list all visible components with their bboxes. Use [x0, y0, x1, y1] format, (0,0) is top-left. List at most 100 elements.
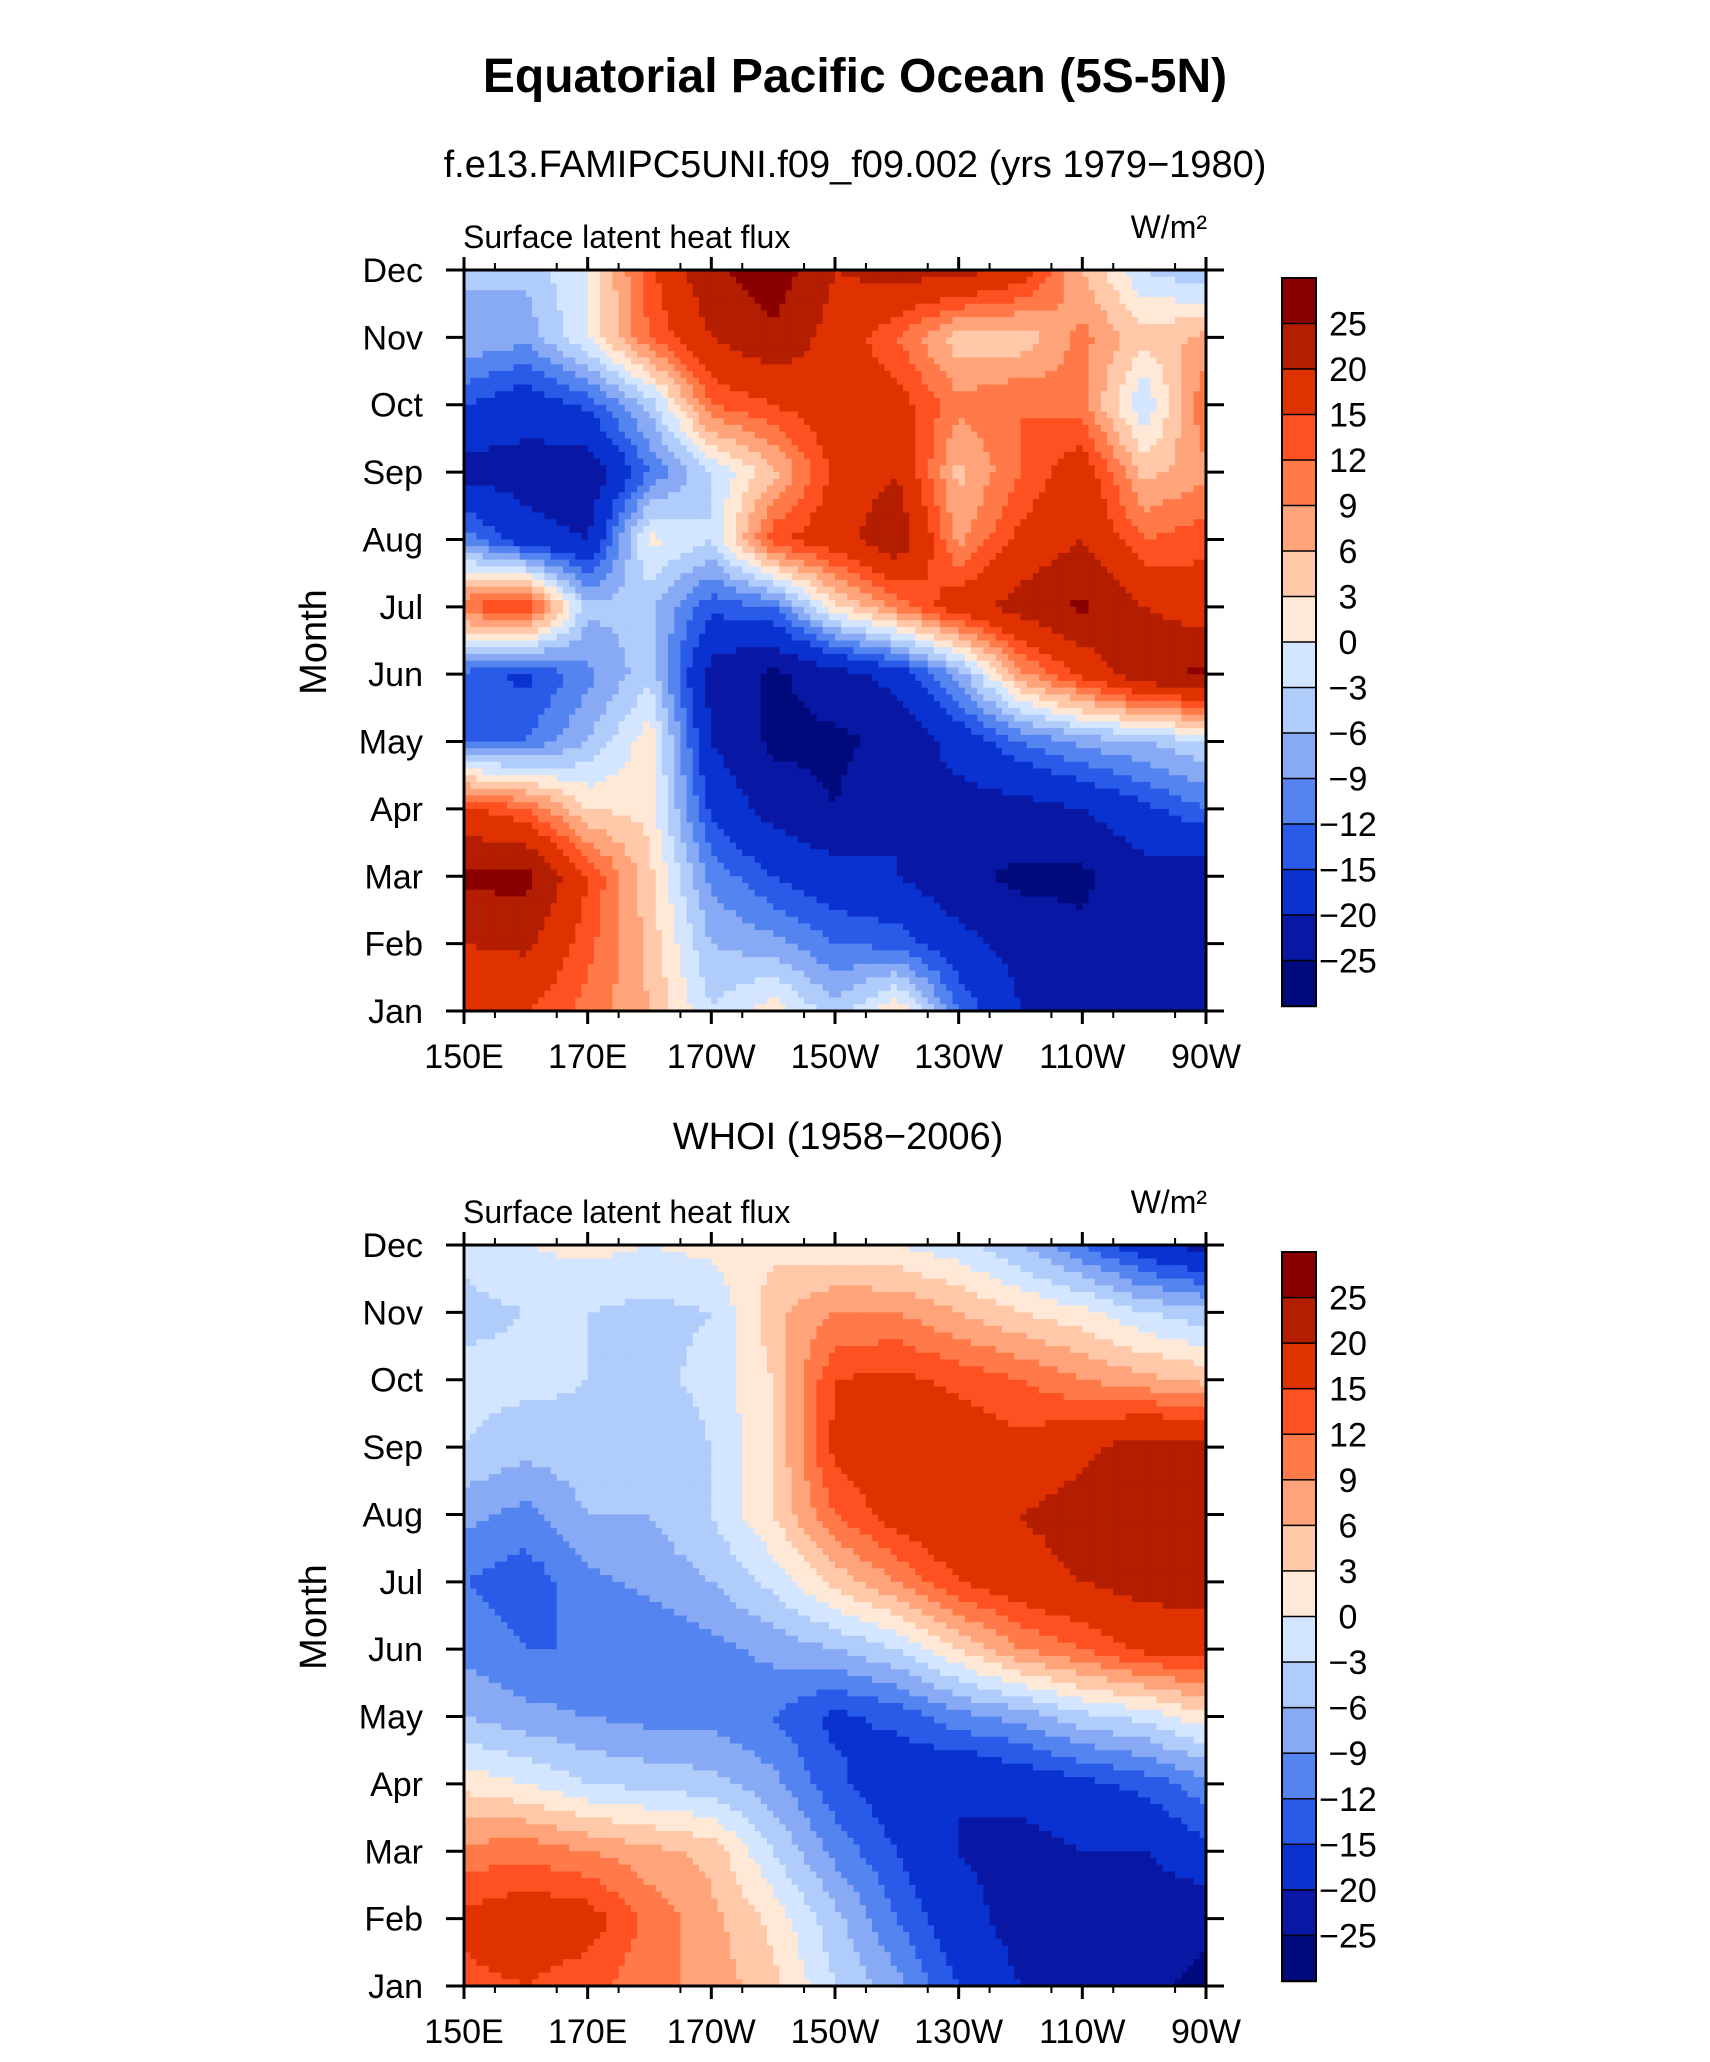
heatmap-cell	[804, 283, 811, 291]
heatmap-cell	[946, 499, 954, 507]
heatmap-cell	[1168, 364, 1176, 372]
heatmap-cell	[903, 317, 910, 325]
heatmap-cell	[556, 465, 564, 473]
heatmap-cell	[872, 539, 879, 547]
heatmap-cell	[896, 303, 904, 312]
heatmap-cell	[835, 465, 842, 473]
heatmap-cell	[464, 344, 471, 352]
heatmap-cell	[637, 539, 644, 547]
heatmap-cell	[1125, 445, 1133, 453]
heatmap-cell	[501, 478, 508, 487]
heatmap-cell	[859, 330, 867, 338]
heatmap-cell	[1193, 344, 1201, 352]
heatmap-cell	[674, 519, 682, 527]
heatmap-cell	[1137, 337, 1145, 345]
heatmap-cell	[797, 519, 805, 527]
heatmap-cell	[853, 478, 861, 487]
heatmap-cell	[507, 519, 515, 527]
heatmap-cell	[779, 323, 787, 332]
heatmap-cell	[1032, 350, 1040, 359]
heatmap-cell	[748, 539, 756, 547]
heatmap-cell	[952, 296, 960, 305]
heatmap-cell	[859, 296, 867, 305]
heatmap-cell	[952, 539, 960, 547]
heatmap-cell	[723, 438, 731, 446]
heatmap-cell	[995, 485, 1003, 493]
heatmap-cell	[766, 270, 774, 278]
heatmap-cell	[859, 532, 867, 541]
heatmap-cell	[519, 303, 527, 312]
heatmap-cell	[828, 431, 836, 440]
heatmap-cell	[1150, 492, 1158, 500]
heatmap-cell	[581, 290, 589, 298]
heatmap-cell	[705, 451, 712, 460]
heatmap-cell	[519, 472, 527, 480]
heatmap-cell	[748, 546, 756, 554]
heatmap-cell	[828, 371, 836, 379]
heatmap-cell	[612, 384, 620, 392]
heatmap-cell	[729, 532, 737, 541]
heatmap-cell	[1162, 472, 1170, 480]
heatmap-cell	[668, 532, 675, 541]
heatmap-cell	[977, 451, 984, 460]
heatmap-cell	[1181, 303, 1189, 312]
heatmap-cell	[525, 391, 533, 399]
heatmap-cell	[748, 418, 756, 426]
heatmap-cell	[760, 377, 768, 386]
heatmap-cell	[624, 451, 632, 460]
heatmap-cell	[464, 492, 471, 500]
heatmap-cell	[624, 505, 632, 514]
heatmap-cell	[736, 505, 743, 514]
heatmap-cell	[606, 485, 613, 493]
heatmap-cell	[1107, 276, 1114, 285]
heatmap-cell	[754, 276, 762, 285]
heatmap-cell	[501, 323, 508, 332]
heatmap-cell	[488, 499, 496, 507]
heatmap-cell	[1162, 303, 1170, 312]
heatmap-cell	[1199, 451, 1207, 460]
heatmap-cell	[748, 431, 756, 440]
heatmap-cell	[927, 310, 935, 318]
heatmap-cell	[717, 485, 725, 493]
heatmap-cell	[1162, 364, 1170, 372]
heatmap-cell	[692, 492, 700, 500]
heatmap-cell	[748, 525, 756, 534]
heatmap-cell	[501, 431, 508, 440]
heatmap-cell	[1144, 283, 1151, 291]
heatmap-cell	[736, 397, 743, 406]
heatmap-cell	[1150, 418, 1158, 426]
heatmap-cell	[606, 505, 613, 514]
heatmap-cell	[1150, 499, 1158, 507]
heatmap-cell	[1026, 350, 1034, 359]
heatmap-cell	[779, 418, 787, 426]
heatmap-cell	[884, 290, 892, 298]
heatmap-cell	[575, 404, 583, 413]
heatmap-cell	[797, 391, 805, 399]
heatmap-cell	[766, 310, 774, 318]
heatmap-cell	[1175, 296, 1182, 305]
heatmap-cell	[494, 424, 502, 433]
heatmap-cell	[785, 404, 793, 413]
heatmap-cell	[581, 270, 589, 278]
heatmap-cell	[933, 505, 941, 514]
heatmap-cell	[649, 485, 657, 493]
heatmap-cell	[816, 424, 824, 433]
heatmap-cell	[606, 411, 613, 419]
heatmap-cell	[1069, 404, 1077, 413]
heatmap-cell	[865, 418, 873, 426]
heatmap-cell	[952, 283, 960, 291]
heatmap-cell	[859, 492, 867, 500]
heatmap-cell	[698, 391, 706, 399]
heatmap-cell	[569, 290, 576, 298]
heatmap-cell	[1057, 384, 1065, 392]
heatmap-cell	[810, 424, 818, 433]
heatmap-cell	[816, 525, 824, 534]
heatmap-cell	[1125, 384, 1133, 392]
heatmap-cell	[575, 431, 583, 440]
heatmap-cell	[569, 323, 576, 332]
heatmap-cell	[983, 337, 991, 345]
heatmap-cell	[600, 424, 607, 433]
heatmap-cell	[872, 445, 879, 453]
heatmap-cell	[637, 270, 644, 278]
heatmap-cell	[921, 424, 929, 433]
